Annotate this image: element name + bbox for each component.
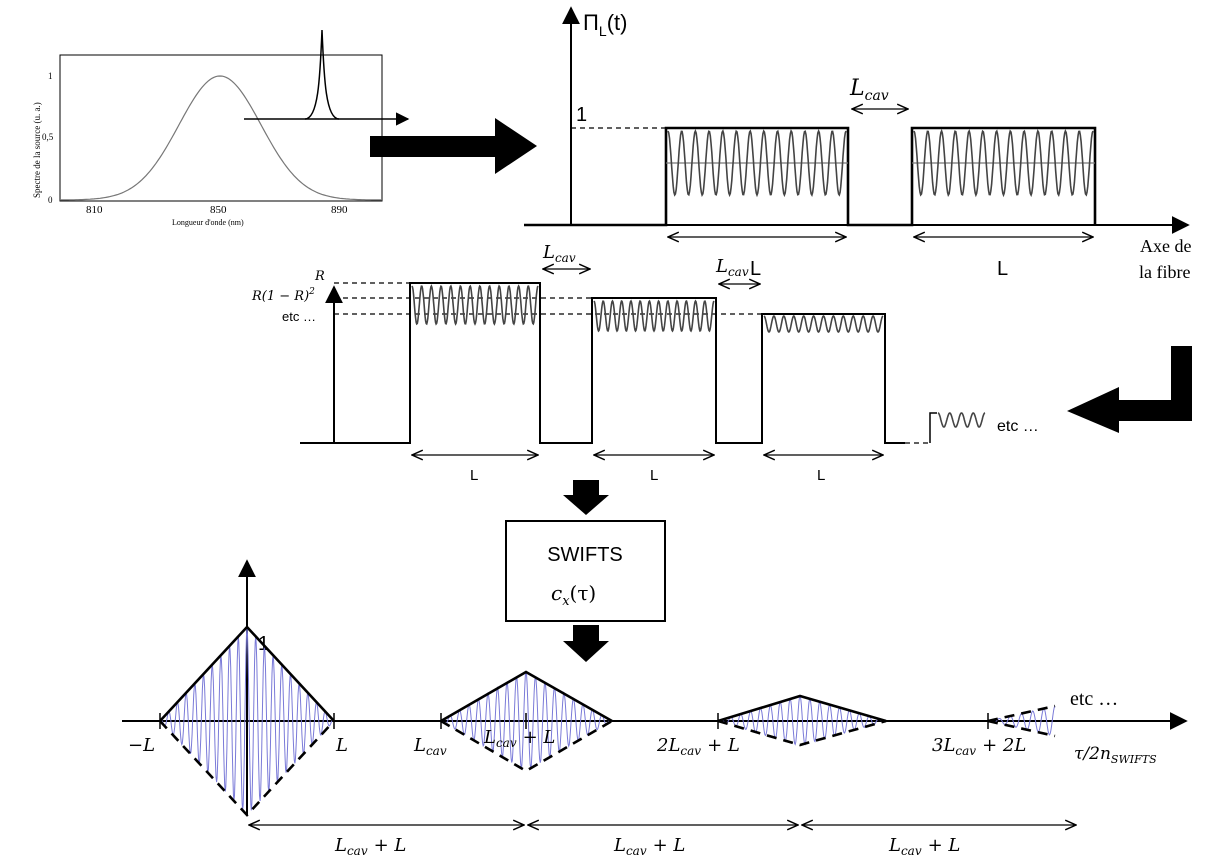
corr-peak3-lower (717, 719, 887, 747)
corr-tick-label-l: L (335, 735, 348, 756)
pi-rect-pulses (524, 126, 1097, 227)
spectrum-x-tick-850: 850 (210, 204, 227, 216)
swifts-box-frame (505, 520, 666, 622)
refl-width-label-3: L (817, 467, 825, 484)
refl-width-label-2: L (650, 467, 658, 484)
pi-x-axis-label-2: la fibre (1139, 262, 1190, 282)
refl-pulses (334, 282, 905, 444)
spectrum-y-tick-half: 0,5 (42, 132, 54, 142)
narrow-peak (304, 29, 340, 120)
corr-axis-label: τ/2nSWIFTS (1074, 744, 1157, 766)
spectrum-plot: Spectre de la source (u. a.) 1 0,5 0 810… (32, 29, 410, 227)
spectrum-y-tick-1: 1 (48, 71, 53, 81)
corr-period-label-1: Lcav + L (334, 835, 406, 857)
spectrum-x-tick-810: 810 (86, 204, 103, 216)
corr-tick-label-lcav: Lcav (413, 735, 447, 758)
refl-tail-etc: etc … (997, 418, 1039, 435)
refl-width-label-1: L (470, 467, 478, 484)
refl-wave-4 (937, 412, 986, 428)
corr-peak4-lower (987, 719, 1056, 738)
pi-wave-2 (913, 128, 1094, 198)
spectrum-frame (59, 54, 383, 202)
pi-y-label: ΠL(t) (583, 10, 627, 39)
spectrum-x-label: Longueur d'onde (nm) (172, 218, 244, 227)
spectrum-x-tick-890: 890 (331, 204, 348, 216)
corr-tick-label-2lcav: 2Lcav + L (656, 735, 740, 758)
spectrum-curve (60, 75, 382, 201)
refl-tail-pulse (929, 412, 937, 443)
pi-width-label-2: L (997, 258, 1008, 280)
corr-period-label-2: Lcav + L (613, 835, 685, 857)
corr-fringe-trace (718, 694, 887, 746)
swifts-function: cx(τ) (551, 581, 596, 609)
refl-wave-3 (763, 314, 884, 334)
corr-tick-label-lcav-plus-l: Lcav + L (483, 727, 555, 750)
corr-tick-label-3lcav: 3Lcav + 2L (932, 735, 1026, 758)
spectrum-y-tick-0: 0 (48, 195, 53, 205)
corr-period-label-3: Lcav + L (888, 835, 960, 857)
big-arrow-right (370, 118, 537, 174)
correlation-plot: 1 −L L Lcav Lcav + L 2Lcav + L 3Lcav + 2L τ… (122, 559, 1188, 857)
big-arrow-down-1 (563, 480, 609, 515)
pi-plot: 1 ΠL(t) Lcav L L Axe de la fibre (524, 6, 1191, 282)
refl-gap-label-1: Lcav (542, 242, 576, 265)
pi-level-one-label: 1 (576, 104, 587, 126)
big-arrow-elbow (1067, 346, 1192, 433)
swifts-title: SWIFTS (547, 544, 623, 566)
corr-peak4-upper (987, 704, 1056, 723)
refl-wave-1 (411, 284, 539, 326)
refl-level-etc-label: etc … (282, 309, 316, 324)
spectrum-y-label: Spectre de la source (u. a.) (32, 102, 42, 198)
corr-peak3-upper (717, 694, 887, 723)
reflection-plot: R R(1 − R)2 etc … etc … Lcav Lcav L L L (251, 242, 1039, 484)
pi-gap-label: Lcav (849, 76, 889, 104)
pi-x-axis-label-1: Axe de (1140, 236, 1191, 256)
corr-tick-label-minus-l: −L (128, 735, 155, 756)
corr-central-lower (159, 720, 335, 817)
corr-tail-etc: etc … (1070, 688, 1118, 710)
swifts-box: SWIFTS cx(τ) (505, 520, 666, 622)
refl-level-r-label: R (314, 269, 325, 284)
big-arrow-down-2 (563, 625, 609, 662)
pi-wave-1 (667, 128, 847, 198)
corr-central-upper (159, 625, 335, 722)
refl-gap-label-2: Lcav (715, 256, 749, 279)
refl-level-r2-label: R(1 − R)2 (251, 287, 315, 304)
corr-peak2-upper (440, 670, 613, 723)
pi-width-label-1: L (750, 258, 761, 280)
refl-wave-2 (593, 299, 715, 333)
